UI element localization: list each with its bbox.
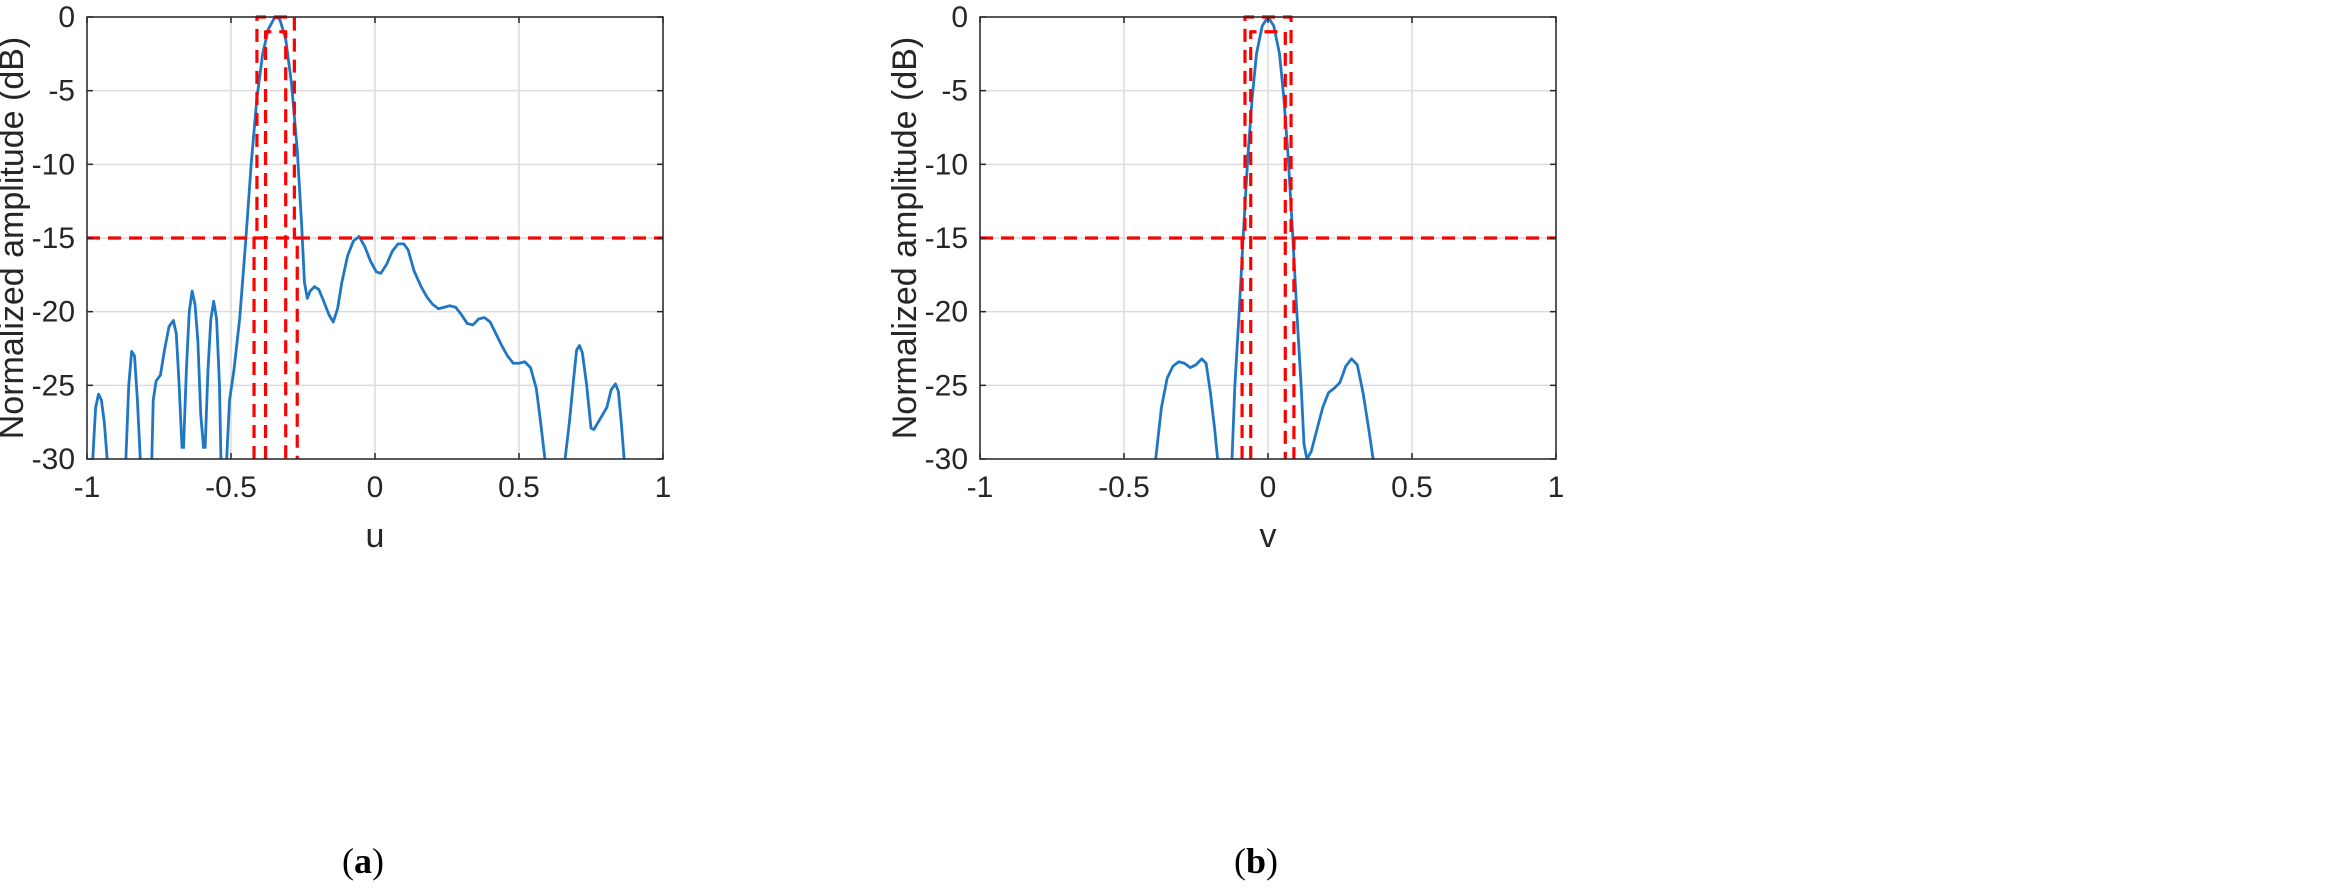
caption-close-paren: ) <box>372 841 384 881</box>
caption-open-paren: ( <box>342 841 354 881</box>
caption-letter: a <box>354 841 372 881</box>
pattern-curve <box>150 319 184 459</box>
x-axis-label: v <box>1260 517 1277 555</box>
caption-close-paren: ) <box>1266 841 1278 881</box>
y-tick-label: -20 <box>32 296 75 329</box>
y-tick-label: -5 <box>941 75 968 108</box>
caption-open-paren: ( <box>1234 841 1246 881</box>
pattern-curve <box>1230 15 1375 459</box>
x-tick-label: 0.5 <box>498 471 540 504</box>
pattern-curve <box>203 299 223 459</box>
pattern-curve <box>91 392 109 459</box>
x-tick-label: -1 <box>967 471 994 504</box>
panel-caption: (a) <box>342 841 384 881</box>
chart-panel-a: -1 -0.5 0 0.5 1 0 -5 -10 -15 -20 -25 -30 u Normali… <box>0 1 671 881</box>
x-tick-label: -0.5 <box>205 471 257 504</box>
y-tick-label: -15 <box>925 222 968 255</box>
caption-letter: b <box>1246 841 1266 881</box>
y-tick-label: 0 <box>58 1 75 34</box>
y-tick-label: -20 <box>925 296 968 329</box>
mask-line <box>1249 30 1287 459</box>
y-tick-label: -15 <box>32 222 75 255</box>
y-tick-label: -10 <box>925 148 968 181</box>
y-tick-label: -10 <box>32 148 75 181</box>
x-tick-label: 1 <box>1548 471 1565 504</box>
x-tick-label: 0 <box>367 471 384 504</box>
pattern-curve <box>124 350 142 459</box>
x-tick-label: -1 <box>74 471 101 504</box>
y-tick-label: -30 <box>925 443 968 476</box>
pattern-curve <box>563 344 626 459</box>
panel-caption: (b) <box>1234 841 1278 881</box>
y-tick-label: -25 <box>925 369 968 402</box>
x-tick-label: 0.5 <box>1391 471 1433 504</box>
y-axis-label: Normalized amplitude (dB) <box>886 37 924 440</box>
x-tick-label: 0 <box>1260 471 1277 504</box>
y-tick-label: -5 <box>48 75 75 108</box>
x-tick-label: 1 <box>655 471 672 504</box>
y-axis-label: Normalized amplitude (dB) <box>0 37 31 440</box>
y-tick-label: -25 <box>32 369 75 402</box>
x-tick-label: -0.5 <box>1098 471 1150 504</box>
tick-marks <box>86 16 664 460</box>
mask-line <box>263 30 288 459</box>
y-tick-label: 0 <box>951 1 968 34</box>
x-tick-labels: -1 -0.5 0 0.5 1 <box>74 471 672 504</box>
chart-panel-b: -1 -0.5 0 0.5 1 0 -5 -10 -15 -20 -25 -30 v Normali… <box>886 1 1564 881</box>
series-group <box>87 15 663 459</box>
pattern-curve <box>1154 357 1219 459</box>
y-tick-label: -30 <box>32 443 75 476</box>
tick-marks <box>979 16 1557 460</box>
y-tick-labels: 0 -5 -10 -15 -20 -25 -30 <box>32 1 75 476</box>
y-tick-labels: 0 -5 -10 -15 -20 -25 -30 <box>925 1 968 476</box>
x-tick-labels: -1 -0.5 0 0.5 1 <box>967 471 1565 504</box>
pattern-curve <box>182 289 206 449</box>
x-axis-label: u <box>366 517 385 555</box>
